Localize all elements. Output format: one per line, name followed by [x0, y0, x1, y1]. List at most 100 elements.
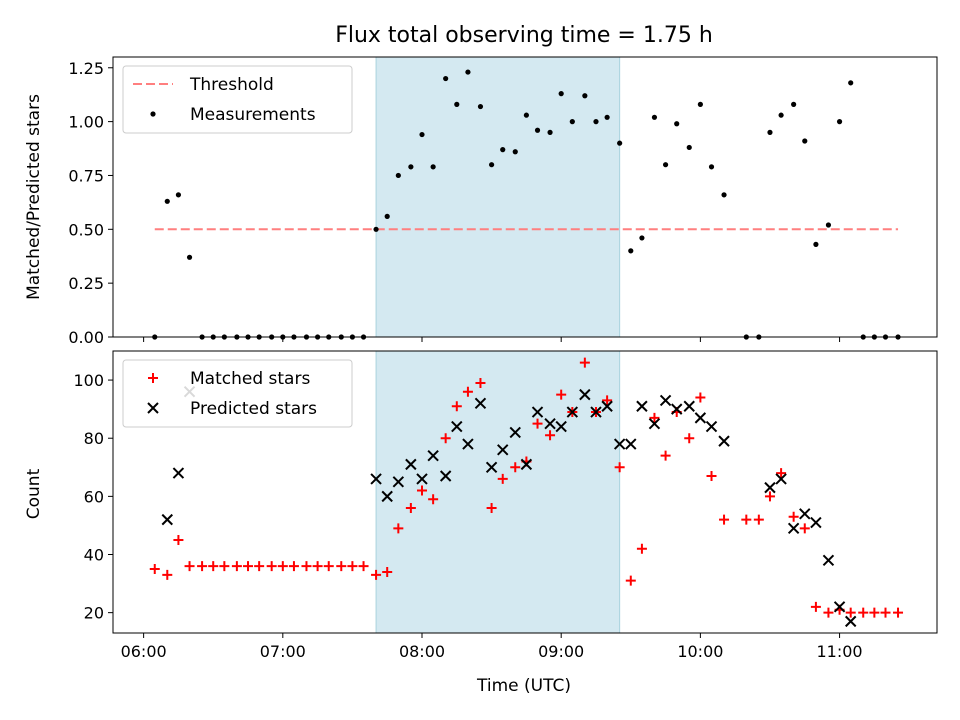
measurement-point	[488, 162, 495, 168]
measurement-point	[593, 119, 599, 125]
matched-stars-point	[695, 392, 706, 403]
y-tick-label: 60	[84, 487, 104, 506]
matched-stars-point	[301, 561, 312, 572]
predicted-stars-point	[648, 417, 661, 430]
axes-frame	[112, 350, 938, 634]
legend-box	[122, 65, 353, 134]
measurement-point	[686, 144, 692, 151]
x-tick-label: 09:00	[538, 642, 584, 661]
matched-stars-point	[764, 491, 775, 502]
predicted-stars-point	[775, 473, 787, 485]
matched-stars-point	[254, 561, 265, 572]
legend: Threshold Measurements	[122, 65, 353, 134]
matched-stars-point	[510, 462, 521, 473]
matched-stars-point	[451, 401, 462, 412]
measurement-point	[813, 241, 819, 247]
measurement-point	[662, 162, 669, 168]
matched-stars-point	[219, 561, 230, 572]
predicted-stars-point	[531, 406, 544, 418]
matched-stars-point	[810, 601, 821, 612]
matched-stars-point	[579, 357, 590, 368]
y-tick-label: 0.00	[68, 328, 104, 347]
predicted-stars-point	[671, 403, 683, 415]
measurement-point	[558, 91, 564, 97]
predicted-stars-point	[579, 388, 591, 401]
matched-stars-point	[347, 561, 358, 572]
measurement-point	[443, 75, 449, 82]
predicted-stars-point	[601, 400, 613, 412]
matched-stars-point	[428, 494, 439, 505]
matched-stars-point	[706, 471, 717, 482]
chart-title: Flux total observing time = 1.75 h	[335, 23, 713, 48]
predicted-stars-point	[381, 490, 393, 503]
predicted-stars-point	[810, 516, 822, 529]
measurement-point	[721, 192, 727, 198]
predicted-stars-point	[462, 438, 474, 450]
predicted-stars-point	[822, 554, 835, 567]
matched-stars-point	[440, 433, 451, 444]
measurement-point	[639, 235, 645, 241]
matched-stars-point	[184, 561, 195, 572]
matched-stars-point	[358, 561, 369, 572]
predicted-stars-point	[161, 513, 173, 526]
matched-stars-point	[858, 607, 869, 618]
matched-stars-point	[277, 561, 288, 572]
measurement-point	[778, 112, 784, 118]
observing-interval-shade	[376, 351, 620, 633]
predicted-stars-point	[833, 601, 846, 613]
matched-stars-point	[336, 561, 347, 572]
predicted-stars-point	[172, 467, 185, 479]
predicted-stars-point	[705, 420, 718, 433]
matched-stars-point	[312, 561, 323, 572]
measurement-point	[708, 164, 715, 170]
predicted-stars-point	[392, 476, 405, 488]
matched-stars-point	[462, 386, 473, 397]
bottom-y-axis-label: Count	[24, 468, 44, 519]
series-matched-stars	[149, 357, 904, 618]
measurement-point	[164, 198, 170, 204]
matched-stars-point	[382, 566, 393, 577]
predicted-stars-point	[497, 444, 509, 456]
predicted-stars-point	[370, 473, 382, 485]
matched-stars-point	[149, 564, 160, 575]
matched-stars-point	[741, 514, 752, 525]
measurement-point	[373, 226, 379, 232]
matched-stars-point	[266, 561, 277, 572]
predicted-stars-point	[451, 420, 463, 433]
y-tick-label: 80	[84, 429, 104, 448]
matched-stars-point	[880, 607, 891, 618]
predicted-stars-point	[844, 615, 857, 628]
matched-stars-point	[371, 569, 382, 580]
legend-label: Matched stars	[190, 369, 310, 389]
matched-stars-point	[625, 575, 636, 586]
y-tick-label: 100	[73, 371, 104, 390]
predicted-stars-point	[659, 394, 672, 407]
axes-frame	[112, 56, 938, 338]
measurement-point	[697, 101, 703, 107]
y-tick-label: 0.75	[68, 166, 104, 185]
y-tick-label: 1.25	[68, 59, 104, 78]
matched-stars-point	[173, 534, 184, 545]
matched-stars-point	[684, 433, 695, 444]
matched-stars-point	[776, 468, 787, 479]
matched-stars-point	[197, 561, 208, 572]
measurement-point	[454, 101, 460, 107]
matched-stars-point	[660, 450, 671, 461]
measurement-point	[477, 103, 484, 110]
measurement-point	[186, 254, 193, 260]
x-tick-label: 08:00	[399, 642, 445, 661]
matched-stars-point	[753, 514, 764, 525]
legend-label: Predicted stars	[190, 399, 317, 419]
measurement-point	[617, 140, 623, 146]
matched-stars-point	[323, 561, 334, 572]
matched-stars-point	[243, 561, 254, 572]
matched-stars-point	[799, 523, 810, 534]
predicted-stars-point	[427, 449, 439, 462]
measurement-point	[408, 164, 414, 170]
x-tick-label: 10:00	[677, 642, 723, 661]
measurement-point	[500, 147, 506, 153]
matched-stars-point	[162, 569, 173, 580]
legend: Matched stars Predicted stars	[122, 359, 353, 428]
y-tick-label: 1.00	[68, 113, 104, 132]
predicted-stars-point	[555, 420, 567, 433]
